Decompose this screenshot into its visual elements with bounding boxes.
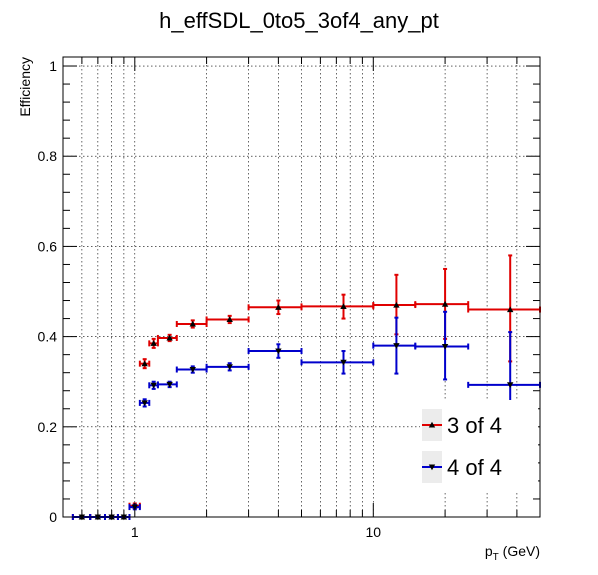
x-axis-label-subscript: T [493,552,499,563]
data-point [150,340,157,346]
chart-title: h_effSDL_0to5_3of4_any_pt [159,8,439,33]
y-tick-label: 0.4 [38,329,58,345]
data-point [340,359,347,366]
x-axis-label-unit: (GeV) [499,543,540,559]
legend-label: 4 of 4 [447,455,502,480]
data-point [150,382,157,389]
data-point [507,382,514,389]
data-point [226,364,233,371]
legend-swatch-marker [428,421,436,428]
data-point [141,400,148,407]
y-axis-label: Efficiency [17,57,33,117]
y-tick-label: 0 [49,509,57,525]
data-point [507,306,514,313]
data-point [275,304,282,310]
axis-ticks: 1 10 0 0.2 0.4 0.6 0.8 1 [38,57,541,540]
data-point [393,301,400,308]
x-tick-label: 1 [131,524,139,540]
data-point [141,360,148,367]
x-axis-label-main: p [485,543,493,559]
data-point [166,334,173,341]
data-point [226,316,233,323]
data-point [340,303,347,309]
data-point [166,381,173,388]
y-tick-label: 0.8 [38,148,58,164]
x-tick-label: 10 [366,524,382,540]
y-tick-label: 0.2 [38,419,58,435]
data-point [189,366,196,373]
y-tick-label: 0.6 [38,238,58,254]
data-point [189,320,196,327]
data-point [275,348,282,355]
y-tick-label: 1 [49,58,57,74]
data-point [441,343,449,350]
x-axis-label: pT (GeV) [485,543,540,563]
legend-swatch-marker [428,464,436,471]
data-point [393,343,400,349]
legend-label: 3 of 4 [447,413,502,438]
legend: 3 of 4 4 of 4 [420,400,538,492]
data-point [441,300,449,307]
